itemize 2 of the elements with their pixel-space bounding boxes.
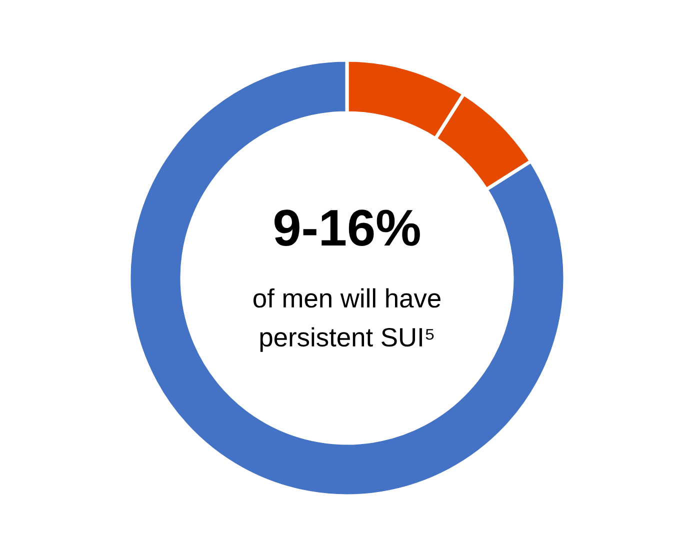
text: of men will have persistent SUI⁵ <box>254 288 440 352</box>
text: 9-16% <box>274 210 420 246</box>
